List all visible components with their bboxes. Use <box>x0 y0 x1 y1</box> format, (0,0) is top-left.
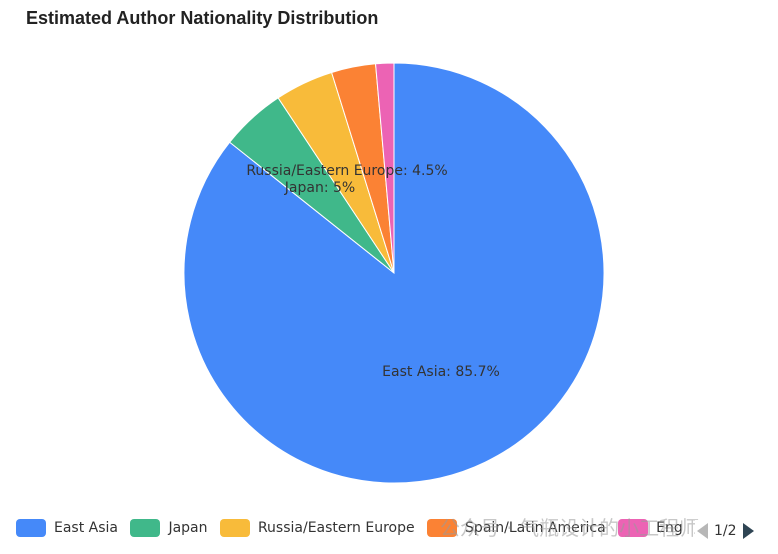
legend-swatch <box>130 519 161 537</box>
legend-page-indicator: 1/2 <box>714 523 737 539</box>
legend: East Asia Japan Russia/Eastern Europe Sp… <box>16 519 778 543</box>
legend-item-japan[interactable]: Japan <box>130 519 208 537</box>
legend-swatch <box>618 519 649 537</box>
legend-item-east-asia[interactable]: East Asia <box>16 519 118 537</box>
legend-label: Japan <box>168 520 208 536</box>
legend-swatch <box>219 519 250 537</box>
legend-label: East Asia <box>54 520 118 536</box>
legend-swatch <box>16 519 46 537</box>
legend-item-english[interactable]: Eng <box>618 519 683 537</box>
legend-next-icon[interactable] <box>742 523 754 539</box>
slice-label-east-asia: East Asia: 85.7% <box>382 364 500 380</box>
legend-label: Eng <box>656 520 683 536</box>
chart-title: Estimated Author Nationality Distributio… <box>26 8 379 28</box>
pie-slice-english-speaking[interactable] <box>375 62 395 274</box>
legend-item-spain[interactable]: Spain/Latin America <box>427 519 606 537</box>
legend-pager: 1/2 <box>695 520 756 542</box>
legend-label: Spain/Latin America <box>465 520 606 536</box>
slice-label-japan: Japan: 5% <box>284 180 355 196</box>
slice-label-russia-eastern-europe: Russia/Eastern Europe: 4.5% <box>246 163 447 179</box>
legend-prev-icon[interactable] <box>697 523 708 539</box>
legend-item-russia[interactable]: Russia/Eastern Europe <box>219 519 415 537</box>
legend-swatch <box>427 519 458 537</box>
legend-label: Russia/Eastern Europe <box>257 520 415 536</box>
